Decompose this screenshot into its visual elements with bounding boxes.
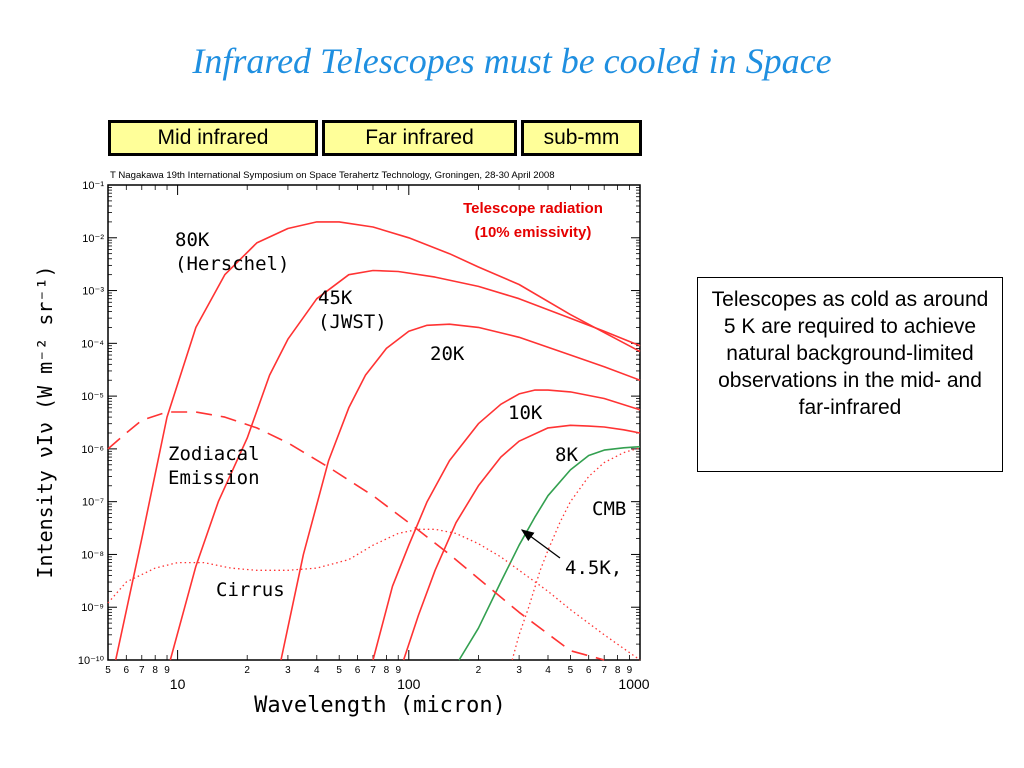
- x-axis-label: Wavelength (micron): [254, 693, 506, 718]
- x-minor-label: 2: [244, 665, 250, 676]
- intensity-chart: 10⁻¹ 10⁻² 10⁻³ 10⁻⁴ 10⁻⁵ 10⁻⁶ 10⁻⁷ 10⁻⁸ 10⁻⁹ 10⁻¹…: [33, 170, 650, 718]
- x-minor-label: 3: [285, 665, 291, 676]
- y-tick-label: 10⁻⁷: [82, 497, 104, 509]
- y-tick-label: 10⁻⁸: [81, 549, 104, 561]
- y-tick-label: 10⁻²: [82, 233, 104, 245]
- curve-label-k45: 45K: [318, 287, 353, 309]
- x-minor-label: 5: [336, 665, 342, 676]
- curve-k80: [114, 221, 641, 661]
- x-minor-label: 9: [164, 665, 170, 676]
- x-minor-label: 4: [314, 665, 320, 676]
- y-tick-label: 10⁻⁶: [81, 444, 104, 456]
- curve-label-zodi: Zodiacal: [168, 443, 260, 465]
- x-minor-label: 4: [545, 665, 551, 676]
- curve-k20: [280, 323, 641, 661]
- x-major-label: 10: [170, 676, 186, 692]
- citation-text: T Nagakawa 19th International Symposium …: [110, 170, 555, 181]
- curve-k45b: [458, 445, 641, 661]
- x-minor-label: 2: [476, 665, 482, 676]
- axis-ticks: 10⁻¹ 10⁻² 10⁻³ 10⁻⁴ 10⁻⁵ 10⁻⁶ 10⁻⁷ 10⁻⁸ 10⁻⁹ 10⁻¹…: [78, 180, 650, 692]
- band-sub-mm: sub-mm: [521, 120, 642, 156]
- plot-frame: [107, 184, 641, 661]
- y-tick-label: 10⁻⁵: [81, 391, 104, 403]
- curve-label-k8: 8K: [555, 444, 578, 466]
- curve-cmb: [511, 447, 641, 661]
- curve-k10: [372, 389, 641, 661]
- x-major-label: 1000: [618, 676, 649, 692]
- x-minor-label: 9: [395, 665, 401, 676]
- y-tick-label: 10⁻¹: [82, 180, 104, 192]
- legend-line: (10% emissivity): [475, 224, 592, 241]
- x-minor-label: 6: [124, 665, 130, 676]
- curve-label-cmb: CMB: [592, 498, 626, 520]
- legend-line: Telescope radiation: [463, 200, 603, 217]
- note-textbox: Telescopes as cold as around 5 K are req…: [697, 277, 1003, 472]
- curve-label-zodi: Emission: [168, 467, 260, 489]
- x-minor-label: 7: [139, 665, 145, 676]
- arrow-4-5k: [520, 529, 561, 559]
- x-minor-label: 7: [370, 665, 376, 676]
- x-minor-label: 5: [568, 665, 574, 676]
- x-minor-label: 3: [516, 665, 522, 676]
- x-major-label: 100: [397, 676, 421, 692]
- curve-label-k80: 80K: [175, 229, 210, 251]
- curve-k8: [402, 424, 641, 661]
- curve-zodi: [107, 411, 605, 661]
- curve-k45: [169, 269, 641, 661]
- x-minor-label: 6: [586, 665, 592, 676]
- curve-label-k10: 10K: [508, 402, 543, 424]
- labels: T Nagakawa 19th International Symposium …: [33, 170, 626, 718]
- x-minor-label: 8: [152, 665, 158, 676]
- band-mid-infrared: Mid infrared: [108, 120, 318, 156]
- y-tick-label: 10⁻⁴: [81, 338, 104, 350]
- curve-cirrus: [107, 528, 641, 661]
- curve-label-k45: (JWST): [318, 311, 387, 333]
- curve-label-k45b: 4.5K,: [565, 557, 622, 579]
- curves: [107, 221, 641, 661]
- x-minor-label: 8: [384, 665, 390, 676]
- x-minor-label: 8: [615, 665, 621, 676]
- x-minor-label: 9: [627, 665, 633, 676]
- y-tick-label: 10⁻¹⁰: [78, 655, 105, 667]
- x-minor-label: 5: [105, 665, 111, 676]
- x-minor-label: 7: [601, 665, 607, 676]
- curve-label-cirrus: Cirrus: [216, 579, 285, 601]
- y-axis-label: Intensity νIν (W m⁻² sr⁻¹): [33, 265, 57, 578]
- slide-title: Infrared Telescopes must be cooled in Sp…: [192, 41, 832, 81]
- y-tick-label: 10⁻⁹: [81, 602, 104, 614]
- curve-label-k20: 20K: [430, 343, 465, 365]
- y-tick-label: 10⁻³: [82, 286, 104, 298]
- curve-label-k80: (Herschel): [175, 253, 289, 275]
- band-far-infrared: Far infrared: [322, 120, 517, 156]
- x-minor-label: 6: [355, 665, 361, 676]
